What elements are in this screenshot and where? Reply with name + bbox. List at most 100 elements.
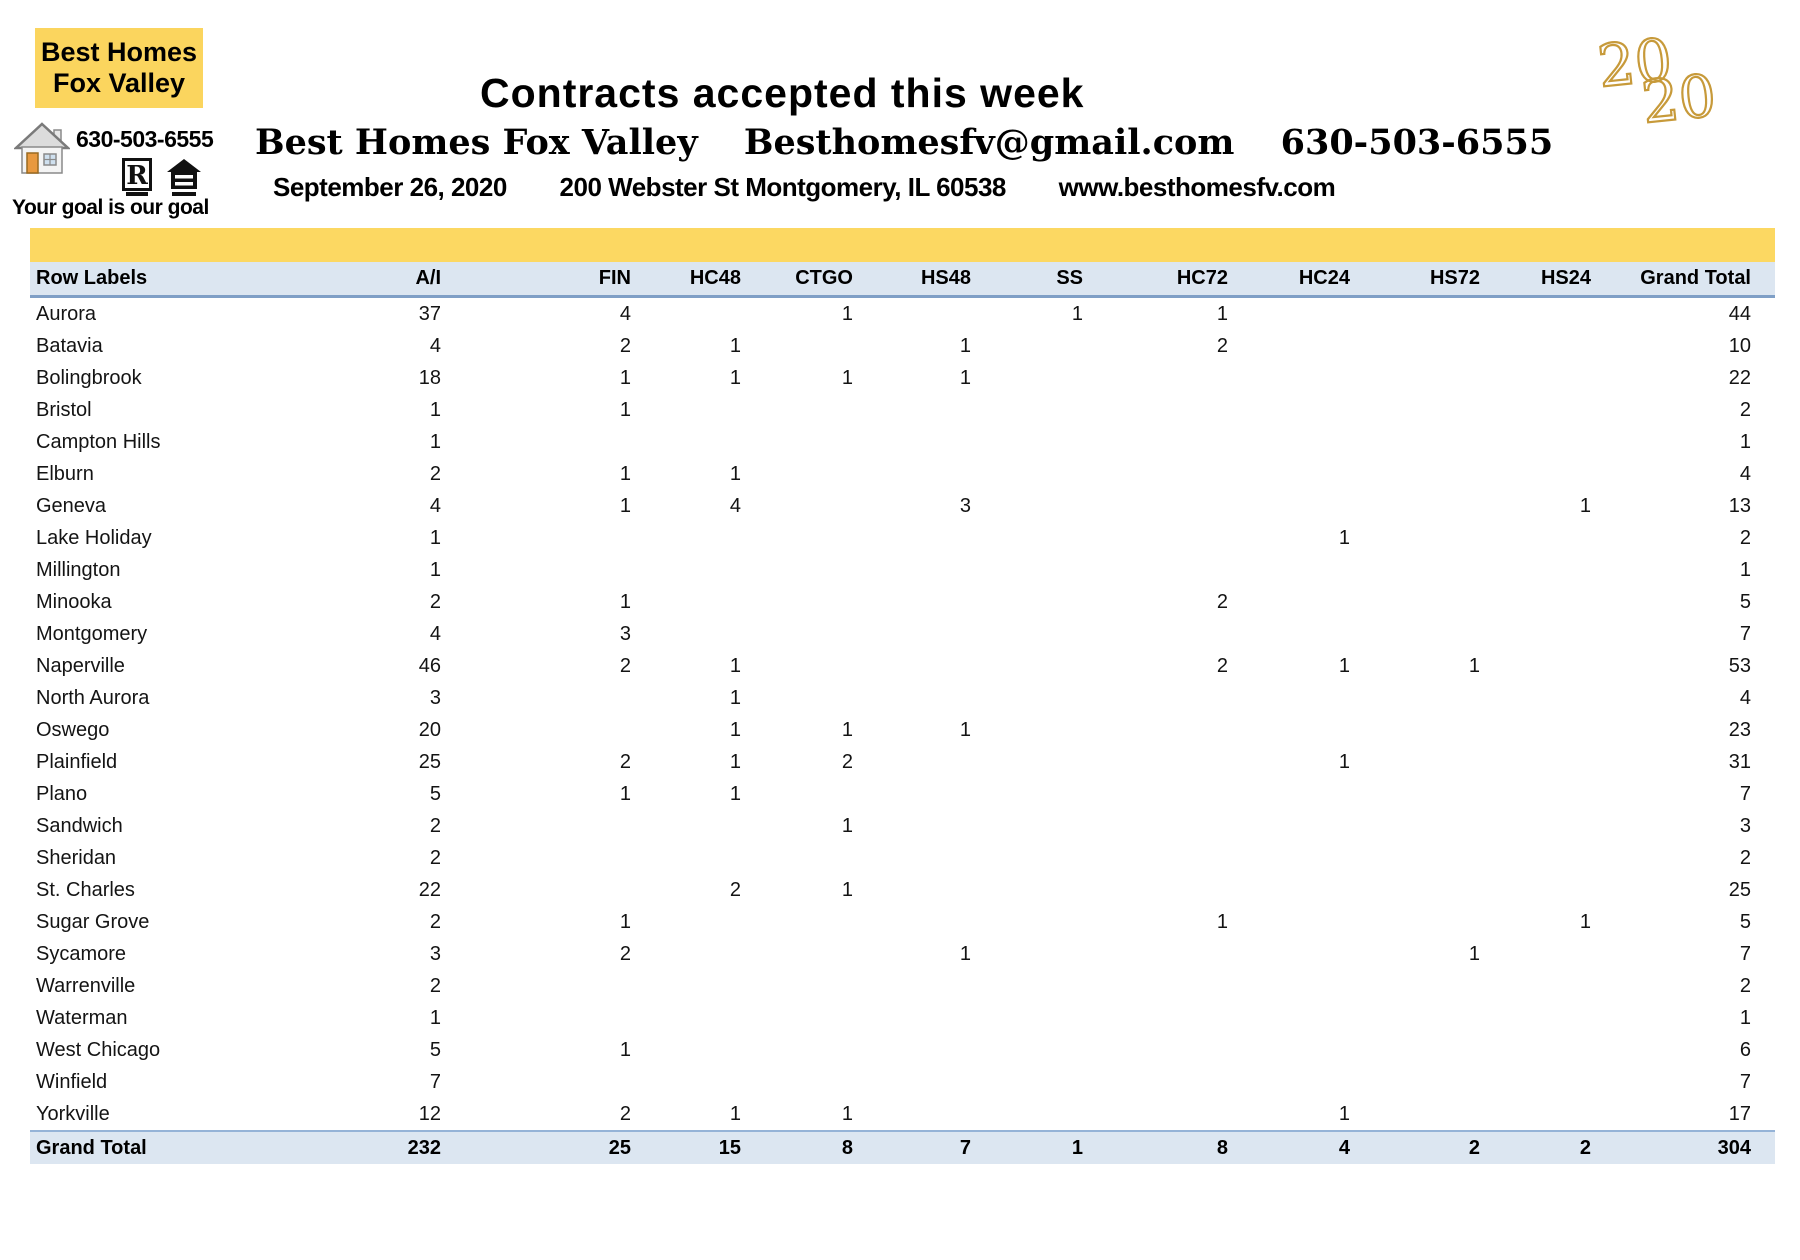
- grand-total-cell: 232: [315, 1130, 465, 1164]
- table-row: Elburn 2 1 1 4: [30, 458, 1775, 490]
- cell: [1252, 618, 1374, 650]
- row-label: Bolingbrook: [36, 366, 142, 389]
- cell: [1374, 970, 1504, 1002]
- row-label: Elburn: [36, 462, 94, 485]
- grand-total-cell: 8: [765, 1130, 877, 1164]
- cell: [1252, 778, 1374, 810]
- row-label: Warrenville: [36, 974, 136, 997]
- cell: [1107, 618, 1252, 650]
- company-name: Best Homes Fox Valley: [255, 122, 698, 163]
- cell: [1374, 297, 1504, 331]
- cell: 1: [1338, 1102, 1350, 1125]
- cell: [765, 618, 877, 650]
- cell: 2: [619, 654, 631, 677]
- cell: 44: [1728, 302, 1751, 325]
- cell: 2: [619, 334, 631, 357]
- table-row: Batavia 4 2 1 1 2 10: [30, 330, 1775, 362]
- cell: [655, 297, 765, 331]
- cell: [1374, 1002, 1504, 1034]
- cell: 2: [619, 1102, 631, 1125]
- cell: [995, 970, 1107, 1002]
- grand-total-cell: 2: [1374, 1130, 1504, 1164]
- table-row: St. Charles 22 2 1 25: [30, 874, 1775, 906]
- cell: 31: [1728, 750, 1751, 773]
- cell: [1374, 778, 1504, 810]
- cell: 5: [429, 1038, 441, 1061]
- cell: [655, 522, 765, 554]
- grand-total-row: Grand Total 232 25 15 8 7 1 8 4 2 2 304: [30, 1130, 1775, 1164]
- cell: [1252, 1034, 1374, 1066]
- table-row: Sandwich 2 1 3: [30, 810, 1775, 842]
- cell: [1107, 810, 1252, 842]
- cell: [1374, 362, 1504, 394]
- year-2020-badge: 20 20: [1594, 24, 1738, 144]
- cell: [877, 906, 995, 938]
- grand-total-cell: 8: [1107, 1130, 1252, 1164]
- cell: [995, 938, 1107, 970]
- cell: 2: [1739, 526, 1751, 549]
- cell: [877, 842, 995, 874]
- cell: 1: [619, 494, 631, 517]
- cell: 1: [619, 590, 631, 613]
- cell: [1107, 362, 1252, 394]
- row-label: Montgomery: [36, 622, 148, 645]
- cell: [655, 1066, 765, 1098]
- table-row: Lake Holiday 1 1 2: [30, 522, 1775, 554]
- row-label: Oswego: [36, 718, 110, 741]
- cell: 1: [1468, 654, 1480, 677]
- cell: 25: [418, 750, 441, 773]
- cell: [1374, 330, 1504, 362]
- cell: [465, 1002, 655, 1034]
- cell: [1252, 426, 1374, 458]
- cell: [1504, 362, 1615, 394]
- cell: 3: [959, 494, 971, 517]
- cell: [1252, 938, 1374, 970]
- cell: [995, 1034, 1107, 1066]
- cell: 1: [841, 366, 853, 389]
- table-row: Plano 5 1 1 7: [30, 778, 1775, 810]
- cell: 1: [1579, 494, 1591, 517]
- row-label: Naperville: [36, 654, 125, 677]
- cell: [995, 362, 1107, 394]
- cell: 4: [619, 302, 631, 325]
- cell: [877, 394, 995, 426]
- cell: [995, 1066, 1107, 1098]
- brand-tagline: Your goal is our goal: [12, 196, 209, 219]
- cell: [1504, 650, 1615, 682]
- cell: 1: [729, 462, 741, 485]
- cell: 1: [841, 878, 853, 901]
- cell: [1252, 714, 1374, 746]
- cell: [995, 650, 1107, 682]
- cell: [1252, 297, 1374, 331]
- cell: [765, 906, 877, 938]
- cell: [1504, 554, 1615, 586]
- company-email: Besthomesfv@gmail.com: [743, 122, 1235, 163]
- cell: [1504, 618, 1615, 650]
- row-label: Aurora: [36, 302, 97, 325]
- cell: 4: [429, 622, 441, 645]
- cell: [1252, 970, 1374, 1002]
- cell: [1107, 842, 1252, 874]
- cell: [877, 586, 995, 618]
- cell: [1504, 1098, 1615, 1131]
- cell: [877, 458, 995, 490]
- cell: [1374, 586, 1504, 618]
- cell: [1504, 1066, 1615, 1098]
- cell: 1: [959, 718, 971, 741]
- realtor-r-icon: R: [122, 158, 152, 196]
- cell: [877, 650, 995, 682]
- cell: 2: [429, 974, 441, 997]
- cell: [465, 522, 655, 554]
- cell: [995, 554, 1107, 586]
- yellow-band: [30, 228, 1775, 262]
- cell: [1374, 1098, 1504, 1131]
- cell: [765, 778, 877, 810]
- row-label: Lake Holiday: [36, 526, 152, 549]
- cell: [1107, 970, 1252, 1002]
- cell: 1: [841, 718, 853, 741]
- cell: [765, 650, 877, 682]
- cell: [877, 297, 995, 331]
- cell: [877, 554, 995, 586]
- cell: 4: [429, 334, 441, 357]
- cell: 1: [841, 814, 853, 837]
